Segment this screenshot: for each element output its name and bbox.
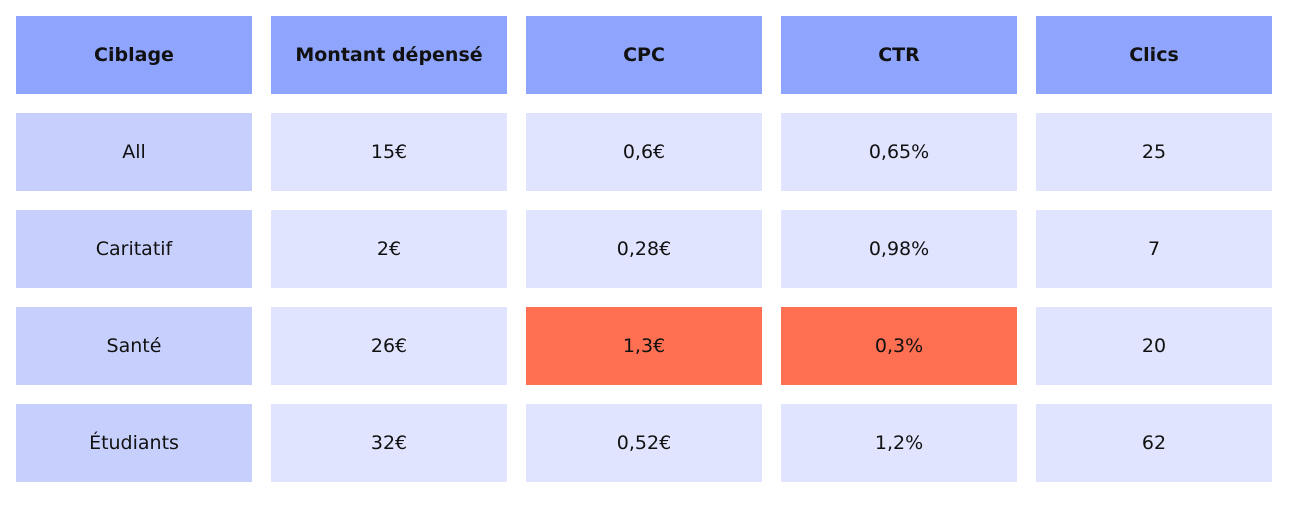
table-cell: 1,2% bbox=[781, 404, 1017, 482]
row-label: All bbox=[16, 113, 252, 191]
table-cell: 0,6€ bbox=[526, 113, 762, 191]
table-cell: 20 bbox=[1036, 307, 1272, 385]
table-cell: 0,65% bbox=[781, 113, 1017, 191]
table-cell: 26€ bbox=[271, 307, 507, 385]
column-header: Ciblage bbox=[16, 16, 252, 94]
table-cell: 2€ bbox=[271, 210, 507, 288]
row-label: Santé bbox=[16, 307, 252, 385]
highlighted-table-cell: 1,3€ bbox=[526, 307, 762, 385]
table-cell: 32€ bbox=[271, 404, 507, 482]
ads-targeting-table: Ciblage Montant dépensé CPC CTR Clics All 15€ 0… bbox=[16, 16, 1272, 482]
table-cell: 62 bbox=[1036, 404, 1272, 482]
table-cell: 0,98% bbox=[781, 210, 1017, 288]
table-cell: 25 bbox=[1036, 113, 1272, 191]
row-label: Caritatif bbox=[16, 210, 252, 288]
table-cell: 7 bbox=[1036, 210, 1272, 288]
row-label: Étudiants bbox=[16, 404, 252, 482]
column-header: CTR bbox=[781, 16, 1017, 94]
column-header: Montant dépensé bbox=[271, 16, 507, 94]
table-cell: 15€ bbox=[271, 113, 507, 191]
table-cell: 0,52€ bbox=[526, 404, 762, 482]
column-header: Clics bbox=[1036, 16, 1272, 94]
column-header: CPC bbox=[526, 16, 762, 94]
highlighted-table-cell: 0,3% bbox=[781, 307, 1017, 385]
table-cell: 0,28€ bbox=[526, 210, 762, 288]
